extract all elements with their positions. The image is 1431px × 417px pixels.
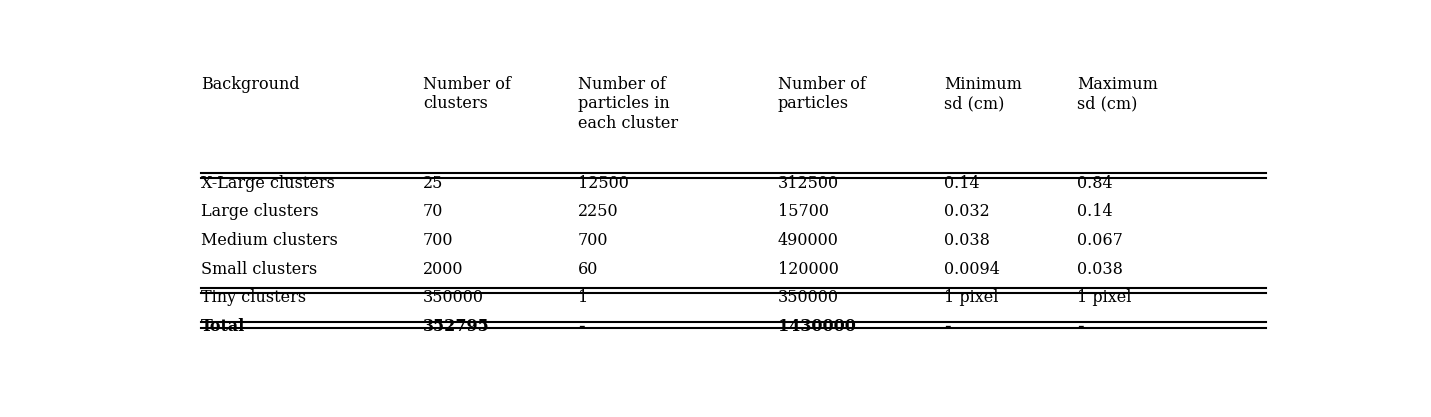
- Text: Tiny clusters: Tiny clusters: [200, 289, 306, 306]
- Text: 350000: 350000: [778, 289, 839, 306]
- Text: Background: Background: [200, 76, 299, 93]
- Text: 15700: 15700: [778, 203, 829, 221]
- Text: 1430000: 1430000: [778, 318, 856, 334]
- Text: 25: 25: [424, 175, 444, 192]
- Text: Medium clusters: Medium clusters: [200, 232, 338, 249]
- Text: Small clusters: Small clusters: [200, 261, 318, 278]
- Text: 0.038: 0.038: [944, 232, 990, 249]
- Text: 312500: 312500: [778, 175, 839, 192]
- Text: 1 pixel: 1 pixel: [944, 289, 999, 306]
- Text: 70: 70: [424, 203, 444, 221]
- Text: 2250: 2250: [578, 203, 618, 221]
- Text: 12500: 12500: [578, 175, 630, 192]
- Text: Minimum
sd (cm): Minimum sd (cm): [944, 76, 1022, 112]
- Text: 120000: 120000: [778, 261, 839, 278]
- Text: 352795: 352795: [424, 318, 489, 334]
- Text: Maximum
sd (cm): Maximum sd (cm): [1078, 76, 1158, 112]
- Text: 0.067: 0.067: [1078, 232, 1123, 249]
- Text: Number of
particles: Number of particles: [778, 76, 866, 112]
- Text: Number of
particles in
each cluster: Number of particles in each cluster: [578, 76, 678, 132]
- Text: 700: 700: [578, 232, 608, 249]
- Text: 0.032: 0.032: [944, 203, 990, 221]
- Text: -: -: [578, 318, 585, 334]
- Text: 0.84: 0.84: [1078, 175, 1113, 192]
- Text: 1: 1: [578, 289, 588, 306]
- Text: 0.0094: 0.0094: [944, 261, 1000, 278]
- Text: 1 pixel: 1 pixel: [1078, 289, 1132, 306]
- Text: Total: Total: [200, 318, 245, 334]
- Text: -: -: [1078, 318, 1083, 334]
- Text: 490000: 490000: [778, 232, 839, 249]
- Text: 0.038: 0.038: [1078, 261, 1123, 278]
- Text: 0.14: 0.14: [944, 175, 980, 192]
- Text: X-Large clusters: X-Large clusters: [200, 175, 335, 192]
- Text: Number of
clusters: Number of clusters: [424, 76, 511, 112]
- Text: 2000: 2000: [424, 261, 464, 278]
- Text: -: -: [944, 318, 950, 334]
- Text: 0.14: 0.14: [1078, 203, 1113, 221]
- Text: 60: 60: [578, 261, 598, 278]
- Text: Large clusters: Large clusters: [200, 203, 319, 221]
- Text: 700: 700: [424, 232, 454, 249]
- Text: 350000: 350000: [424, 289, 484, 306]
